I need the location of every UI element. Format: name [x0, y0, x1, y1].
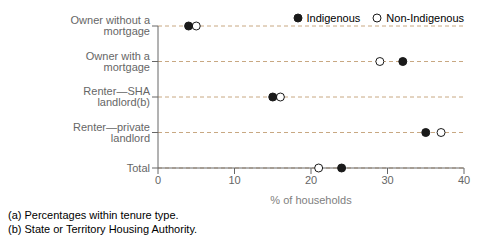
svg-text:Renter—privatelandlord: Renter—privatelandlord	[73, 121, 150, 144]
html-text:(b) State or Territory Housing: (b) State or Territory Housing Authority…	[8, 223, 198, 235]
svg-text:30: 30	[381, 174, 393, 186]
svg-text:Renter—SHAlandlord(b): Renter—SHAlandlord(b)	[83, 85, 150, 108]
svg-text:Owner with amortgage: Owner with amortgage	[86, 50, 151, 73]
svg-text:0: 0	[155, 174, 161, 186]
html-text:Non-Indigenous: Non-Indigenous	[386, 12, 464, 24]
svg-text:Owner without amortgage: Owner without amortgage	[71, 14, 151, 37]
svg-text:10: 10	[228, 174, 240, 186]
svg-text:Total: Total	[127, 162, 150, 174]
svg-text:20: 20	[305, 174, 317, 186]
html-text:(a) Percentages within tenure: (a) Percentages within tenure type.	[8, 209, 179, 221]
svg-text:40: 40	[458, 174, 470, 186]
html-text:Indigenous: Indigenous	[306, 12, 361, 24]
svg-text:% of households: % of households	[270, 194, 352, 204]
